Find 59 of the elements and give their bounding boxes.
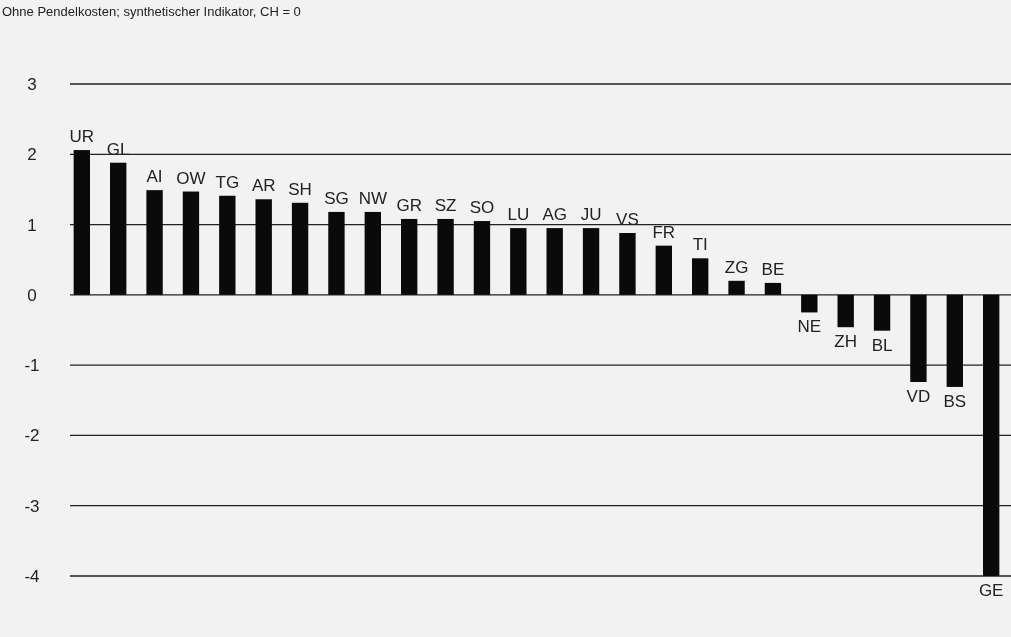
x-tick-label: NW (358, 188, 387, 208)
bar (692, 258, 709, 295)
chart-title: Ohne Pendelkosten; synthetischer Indikator, CH = 0 (2, 4, 301, 19)
y-tick-label: 0 (27, 285, 37, 305)
y-tick-label: 1 (27, 215, 37, 235)
bar (401, 218, 418, 295)
y-tick-label: -2 (24, 426, 40, 446)
x-tick-label: BS (943, 391, 967, 411)
x-tick-label: BE (761, 259, 785, 279)
x-tick-label: ZH (834, 332, 858, 352)
x-tick-label: SZ (434, 195, 457, 215)
bar (510, 228, 527, 295)
x-tick-label: SH (288, 179, 312, 199)
bar (255, 199, 272, 295)
x-tick-label: FR (652, 222, 676, 242)
y-tick-label: 2 (27, 145, 37, 165)
bar (946, 294, 963, 387)
bar (619, 233, 636, 295)
x-tick-label: AG (542, 205, 567, 225)
x-tick-label: GR (396, 195, 422, 215)
x-tick-label: TG (215, 172, 240, 192)
x-tick-label: SO (469, 198, 495, 218)
y-tick-label: -4 (24, 566, 40, 586)
x-tick-label: JU (580, 205, 602, 225)
y-tick-label: -1 (24, 356, 40, 376)
x-tick-label: ZG (724, 257, 749, 277)
y-tick-label: 3 (27, 74, 37, 94)
bar (764, 282, 782, 295)
bar (546, 228, 563, 295)
bar (291, 202, 309, 295)
x-tick-label: OW (176, 168, 206, 188)
x-tick-label: BL (871, 335, 893, 355)
bar (910, 294, 927, 383)
bar (837, 294, 854, 328)
bar (437, 218, 454, 295)
bar (655, 245, 672, 295)
x-tick-label: UR (69, 127, 95, 147)
bar (873, 294, 891, 331)
bar (110, 162, 127, 295)
x-tick-label: GE (978, 581, 1004, 600)
bar (328, 211, 345, 295)
bar (728, 280, 745, 295)
bar (364, 211, 381, 295)
bar (982, 294, 1000, 576)
x-tick-label: VD (906, 387, 931, 407)
y-tick-label: -3 (24, 496, 40, 516)
bar (73, 150, 91, 295)
bar (182, 191, 200, 295)
bar (146, 190, 163, 295)
bar (473, 221, 491, 295)
x-tick-label: SG (324, 188, 349, 208)
x-tick-label: TI (692, 235, 708, 255)
bar (219, 195, 236, 295)
x-tick-label: NE (797, 317, 822, 337)
bar (801, 294, 818, 313)
bar (582, 228, 600, 295)
x-tick-label: AI (146, 167, 163, 187)
x-tick-label: LU (507, 205, 530, 225)
x-tick-label: AR (251, 176, 276, 196)
